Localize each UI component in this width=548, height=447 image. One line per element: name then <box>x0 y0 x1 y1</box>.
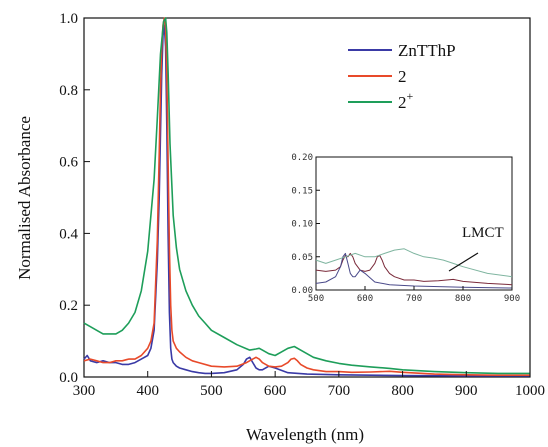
main-x-tick-label: 800 <box>391 383 414 399</box>
inset-x-tick-label: 500 <box>308 294 324 304</box>
main-x-tick-label: 600 <box>264 383 287 399</box>
main-y-tick-label: 0.4 <box>59 226 78 242</box>
inset-series-2 <box>315 252 513 289</box>
main-frame <box>83 17 531 378</box>
inset-frame <box>315 156 513 291</box>
main-x-tick-label: 300 <box>73 383 96 399</box>
main-tick-group: 300 400 500 600 700 800 900 1000 0.0 0.2 0.4 0.6 0.8… <box>59 11 545 399</box>
inset-x-tick-label: 900 <box>504 294 520 304</box>
lmct-pointer <box>448 252 479 272</box>
main-series-zntthp <box>83 24 530 377</box>
main-plot-area <box>83 17 531 378</box>
main-y-tick-label: 0.0 <box>59 370 78 386</box>
main-x-tick-label: 400 <box>136 383 159 399</box>
inset-series-group <box>315 248 513 289</box>
legend-label-2plus: 2+ <box>398 89 414 112</box>
lmct-annotation: LMCT <box>462 225 504 241</box>
inset-y-tick-label: 0.15 <box>291 186 313 196</box>
legend-label-zntthp: ZnTThP <box>398 41 456 60</box>
main-y-tick-label: 0.6 <box>59 155 78 171</box>
main-y-tick-label: 0.2 <box>59 298 78 314</box>
main-y-tick-label: 1.0 <box>59 11 78 27</box>
main-x-tick-label: 700 <box>328 383 351 399</box>
legend-label-2plus-sup: + <box>407 89 414 103</box>
inset-y-tick-label: 0.00 <box>291 286 313 296</box>
inset-x-tick-label: 800 <box>455 294 471 304</box>
inset-x-tick-label: 600 <box>357 294 373 304</box>
main-x-tick-label: 900 <box>455 383 478 399</box>
main-series-group <box>83 17 530 377</box>
inset-y-tick-label: 0.05 <box>291 253 313 263</box>
inset-plot-area <box>315 156 513 291</box>
legend-label-2: 2 <box>398 67 407 86</box>
inset-series-1 <box>315 252 513 286</box>
x-axis-title: Wavelength (nm) <box>246 425 364 444</box>
main-x-tick-label: 500 <box>200 383 223 399</box>
legend: ZnTThP 2 2+ <box>348 41 456 112</box>
inset-x-tick-label: 700 <box>406 294 422 304</box>
inset-series-3 <box>315 248 513 278</box>
inset-y-tick-label: 0.20 <box>291 153 313 163</box>
inset-y-tick-label: 0.10 <box>291 220 313 230</box>
legend-label-2plus-base: 2 <box>398 93 407 112</box>
main-x-tick-label: 1000 <box>515 383 545 399</box>
main-series-2 <box>83 17 530 377</box>
main-series-2plus <box>83 17 530 375</box>
y-axis-title: Normalised Absorbance <box>15 116 34 280</box>
inset-tick-group: 500 600 700 800 900 0.00 0.05 0.10 0.15 0.20 <box>291 153 520 304</box>
main-y-tick-label: 0.8 <box>59 83 78 99</box>
